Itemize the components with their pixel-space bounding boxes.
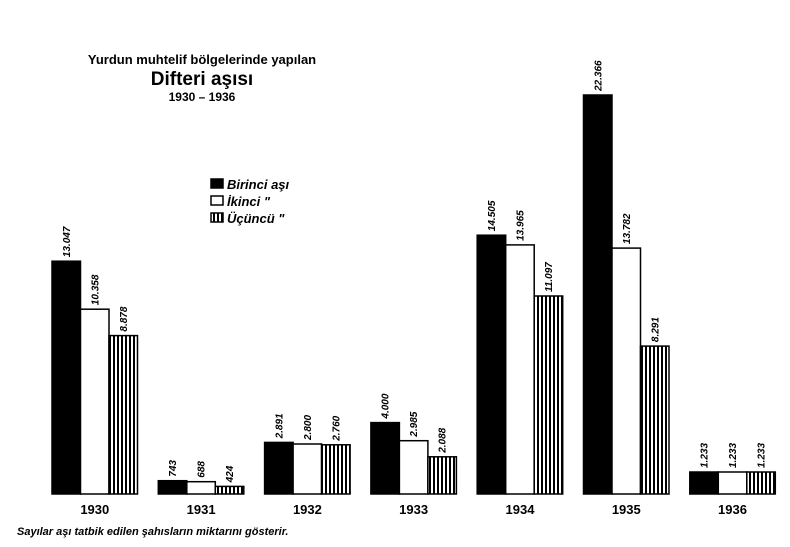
bar-1935-s3 bbox=[639, 345, 670, 495]
value-label: 688 bbox=[197, 461, 208, 478]
bars bbox=[51, 94, 777, 495]
category-label-1933: 1933 bbox=[399, 502, 428, 517]
category-label-1935: 1935 bbox=[612, 502, 641, 517]
legend-swatch-1 bbox=[210, 178, 224, 189]
legend-swatch-3 bbox=[210, 212, 224, 223]
value-label: 1.233 bbox=[757, 443, 768, 468]
bar-1934-s2 bbox=[504, 244, 535, 495]
value-label: 2.985 bbox=[409, 411, 420, 437]
bar-1932-s1 bbox=[263, 441, 294, 495]
value-label: 10.358 bbox=[90, 274, 101, 305]
value-label: 2.800 bbox=[303, 415, 314, 441]
value-label: 1.233 bbox=[700, 443, 711, 468]
category-label-1932: 1932 bbox=[293, 502, 322, 517]
value-label: 4.000 bbox=[381, 393, 392, 419]
bar-1930-s1 bbox=[51, 260, 82, 495]
bar-1931-s2 bbox=[186, 480, 217, 495]
value-label: 11.097 bbox=[544, 262, 555, 292]
category-label-1936: 1936 bbox=[718, 502, 747, 517]
category-label-1931: 1931 bbox=[187, 502, 216, 517]
bar-1936-s3 bbox=[746, 471, 777, 495]
bar-1935-s1 bbox=[582, 94, 613, 495]
chart-title: Difteri aşısı bbox=[151, 69, 253, 90]
bar-1930-s2 bbox=[79, 308, 110, 495]
bar-1932-s3 bbox=[320, 444, 351, 495]
value-label: 13.965 bbox=[516, 210, 527, 241]
footnote: Sayılar aşı tatbik edilen şahısların mik… bbox=[17, 526, 288, 538]
value-label: 424 bbox=[225, 465, 236, 483]
category-label-1930: 1930 bbox=[80, 502, 109, 517]
bar-1934-s3 bbox=[533, 295, 564, 495]
bar-1933-s3 bbox=[427, 456, 458, 495]
value-label: 8.878 bbox=[119, 306, 130, 331]
value-label: 2.760 bbox=[331, 415, 342, 441]
bar-1933-s2 bbox=[398, 439, 429, 495]
value-label: 2.088 bbox=[438, 427, 449, 453]
bar-1933-s1 bbox=[370, 421, 401, 495]
bar-1932-s2 bbox=[292, 443, 323, 495]
value-label: 22.366 bbox=[593, 60, 604, 92]
bar-1931-s3 bbox=[214, 485, 245, 495]
value-label: 743 bbox=[168, 460, 179, 477]
bar-1930-s3 bbox=[108, 334, 139, 495]
bar-1936-s2 bbox=[717, 471, 748, 495]
value-labels: 13.047 10.358 8.878 743 688 424 2.891 2.800 2.76… bbox=[62, 60, 768, 483]
value-label: 8.291 bbox=[650, 317, 661, 342]
bar-1934-s1 bbox=[476, 234, 507, 495]
legend-label-2: İkinci " bbox=[227, 194, 271, 209]
category-label-1934: 1934 bbox=[506, 502, 536, 517]
chart-title-line1: Yurdun muhtelif bölgelerinde yapılan bbox=[88, 52, 316, 67]
value-label: 1.233 bbox=[728, 443, 739, 468]
legend-swatch-2 bbox=[210, 195, 224, 206]
legend-label-1: Birinci aşı bbox=[227, 177, 290, 192]
value-label: 2.891 bbox=[274, 413, 285, 439]
legend-label-3: Üçüncü " bbox=[227, 211, 285, 226]
value-label: 13.047 bbox=[62, 226, 73, 257]
legend: Birinci aşı İkinci " Üçüncü " bbox=[210, 177, 290, 226]
bar-1931-s1 bbox=[157, 479, 188, 495]
chart-subtitle: 1930 – 1936 bbox=[169, 90, 236, 104]
category-labels: 1930 1931 1932 1933 1934 1935 1936 bbox=[80, 502, 747, 517]
bar-1935-s2 bbox=[611, 247, 642, 495]
value-label: 14.505 bbox=[487, 200, 498, 231]
bar-1936-s1 bbox=[689, 471, 720, 495]
value-label: 13.782 bbox=[622, 213, 633, 244]
